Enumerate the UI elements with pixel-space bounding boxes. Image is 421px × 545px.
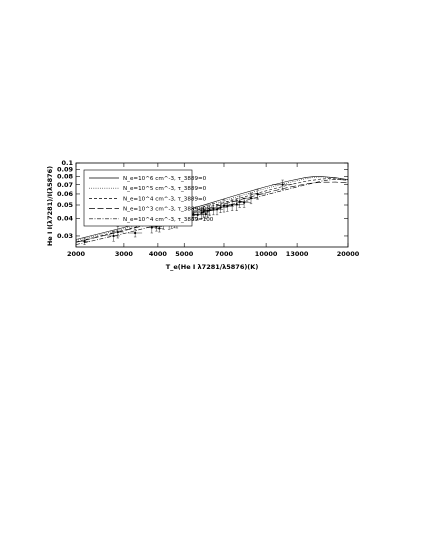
x-tick-label: 4000 <box>149 250 168 258</box>
data-point <box>256 192 259 196</box>
data-point <box>226 205 229 208</box>
legend-label-2: N_e=10^5 cm^-3, τ_3889=0 <box>123 186 207 192</box>
data-point <box>215 208 219 211</box>
y-tick-labels: 0.03 0.04 0.05 0.060.070.080.090.1 <box>57 159 74 240</box>
data-point <box>238 200 241 203</box>
x-tick-label: 7000 <box>215 250 234 258</box>
y-tick-label: 0.1 <box>61 159 73 167</box>
legend-label-3: N_e=10^4 cm^-3, τ_3889=0 <box>123 196 207 202</box>
data-point <box>150 226 153 229</box>
data-point <box>158 227 161 230</box>
y-tick-label: 0.08 <box>57 173 74 181</box>
y-tick-label: 0.07 <box>57 181 73 189</box>
data-point <box>235 203 238 206</box>
y-tick-label: 0.09 <box>57 166 74 174</box>
data-point <box>219 206 222 209</box>
data-point <box>116 230 119 234</box>
x-tick-label: 3000 <box>115 250 134 258</box>
data-point <box>204 213 207 216</box>
data-point <box>134 231 137 235</box>
x-tick-label: 10000 <box>255 250 278 258</box>
data-point <box>249 197 253 200</box>
data-point <box>112 234 115 238</box>
data-point <box>200 211 203 214</box>
y-tick-label: 0.04 <box>57 215 74 223</box>
legend-box <box>83 169 193 227</box>
y-axis-label: He I I(λ7281)/I(λ5876) <box>46 166 54 246</box>
data-point <box>83 240 86 243</box>
legend-label-1: N_e=10^6 cm^-3, τ_3889=0 <box>123 176 207 182</box>
data-point <box>243 201 246 204</box>
x-tick-label: 13000 <box>286 250 309 258</box>
legend: N_e=10^6 cm^-3, τ_3889=0 N_e=10^5 cm^-3, … <box>83 169 214 227</box>
data-point <box>281 183 284 186</box>
y-tick-label: 0.06 <box>57 190 74 198</box>
axis-ticks <box>75 162 349 247</box>
x-tick-labels: 2000 3000 4000 5000 7000 10000 13000 20000 <box>67 250 360 258</box>
data-point <box>196 213 199 216</box>
x-tick-label: 20000 <box>337 250 360 258</box>
legend-label-4: N_e=10^3 cm^-3, τ_3889=0 <box>123 207 207 213</box>
data-point <box>208 208 211 212</box>
x-tick-label: 5000 <box>175 250 194 258</box>
y-tick-label: 0.03 <box>57 232 73 240</box>
x-tick-label: 2000 <box>67 250 86 258</box>
x-axis-label: T_e(He I λ7281/λ5876)(K) <box>166 263 259 271</box>
y-tick-label: 0.05 <box>57 201 74 209</box>
legend-label-5: N_e=10^4 cm^-3, τ_3889=100 <box>123 217 214 223</box>
